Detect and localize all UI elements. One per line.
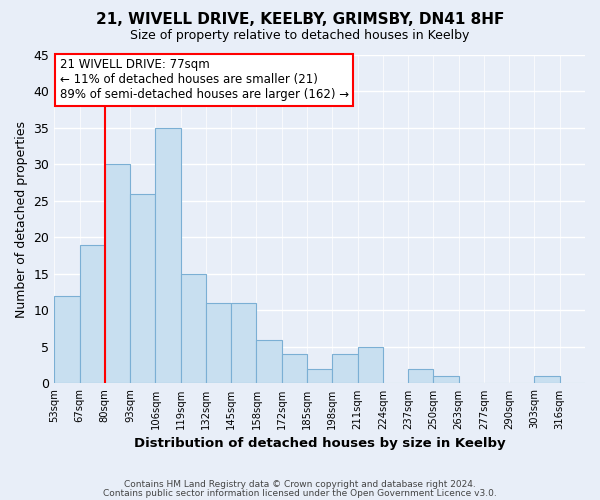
Bar: [256, 340, 282, 384]
Bar: [80, 245, 105, 384]
Bar: [155, 128, 181, 384]
Y-axis label: Number of detached properties: Number of detached properties: [15, 120, 28, 318]
Bar: [433, 376, 458, 384]
Bar: [181, 274, 206, 384]
Text: 21 WIVELL DRIVE: 77sqm
← 11% of detached houses are smaller (21)
89% of semi-det: 21 WIVELL DRIVE: 77sqm ← 11% of detached…: [59, 58, 349, 102]
Bar: [535, 376, 560, 384]
Text: 21, WIVELL DRIVE, KEELBY, GRIMSBY, DN41 8HF: 21, WIVELL DRIVE, KEELBY, GRIMSBY, DN41 …: [96, 12, 504, 28]
Bar: [206, 303, 231, 384]
Bar: [231, 303, 256, 384]
Bar: [358, 347, 383, 384]
Bar: [130, 194, 155, 384]
Bar: [54, 296, 80, 384]
Bar: [105, 164, 130, 384]
Bar: [332, 354, 358, 384]
Bar: [307, 369, 332, 384]
Text: Size of property relative to detached houses in Keelby: Size of property relative to detached ho…: [130, 29, 470, 42]
Text: Contains public sector information licensed under the Open Government Licence v3: Contains public sector information licen…: [103, 488, 497, 498]
X-axis label: Distribution of detached houses by size in Keelby: Distribution of detached houses by size …: [134, 437, 505, 450]
Bar: [282, 354, 307, 384]
Text: Contains HM Land Registry data © Crown copyright and database right 2024.: Contains HM Land Registry data © Crown c…: [124, 480, 476, 489]
Bar: [408, 369, 433, 384]
